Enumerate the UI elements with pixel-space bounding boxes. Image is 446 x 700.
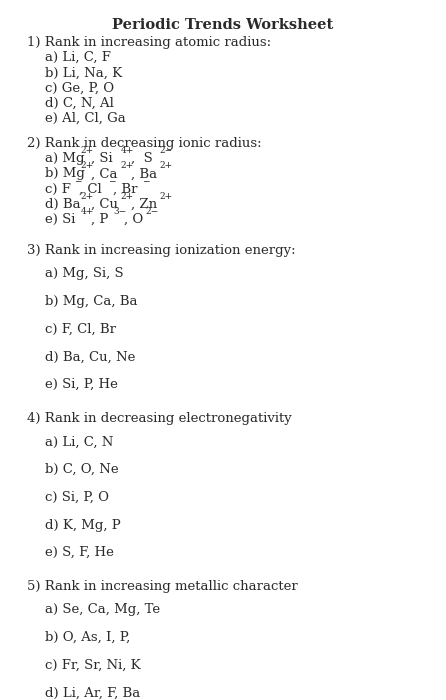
Text: 2+: 2+ bbox=[120, 162, 133, 170]
Text: , Ba: , Ba bbox=[131, 167, 157, 181]
Text: Periodic Trends Worksheet: Periodic Trends Worksheet bbox=[112, 18, 334, 32]
Text: a) Mg, Si, S: a) Mg, Si, S bbox=[45, 267, 123, 281]
Text: 5) Rank in increasing metallic character: 5) Rank in increasing metallic character bbox=[27, 580, 297, 593]
Text: , O: , O bbox=[124, 213, 143, 226]
Text: c) Si, P, O: c) Si, P, O bbox=[45, 491, 108, 504]
Text: 3−: 3− bbox=[113, 207, 126, 216]
Text: 2−: 2− bbox=[145, 207, 158, 216]
Text: d) Ba: d) Ba bbox=[45, 197, 80, 211]
Text: −: − bbox=[108, 176, 116, 186]
Text: 4) Rank in decreasing electronegativity: 4) Rank in decreasing electronegativity bbox=[27, 412, 292, 425]
Text: b) Mg, Ca, Ba: b) Mg, Ca, Ba bbox=[45, 295, 137, 308]
Text: 2+: 2+ bbox=[81, 192, 94, 201]
Text: , Ca: , Ca bbox=[91, 167, 118, 181]
Text: 2+: 2+ bbox=[120, 192, 133, 201]
Text: , Cu: , Cu bbox=[91, 197, 118, 211]
Text: e) Si: e) Si bbox=[45, 213, 75, 226]
Text: ,  S: , S bbox=[131, 152, 153, 165]
Text: a) Se, Ca, Mg, Te: a) Se, Ca, Mg, Te bbox=[45, 603, 160, 617]
Text: b) C, O, Ne: b) C, O, Ne bbox=[45, 463, 118, 476]
Text: 2+: 2+ bbox=[160, 192, 173, 201]
Text: , Br: , Br bbox=[113, 183, 137, 195]
Text: e) Si, P, He: e) Si, P, He bbox=[45, 378, 117, 391]
Text: c) F, Cl, Br: c) F, Cl, Br bbox=[45, 323, 116, 336]
Text: d) Li, Ar, F, Ba: d) Li, Ar, F, Ba bbox=[45, 687, 140, 699]
Text: , Cl: , Cl bbox=[79, 183, 102, 195]
Text: b) Li, Na, K: b) Li, Na, K bbox=[45, 66, 122, 79]
Text: e) Al, Cl, Ga: e) Al, Cl, Ga bbox=[45, 112, 125, 125]
Text: a) Mg: a) Mg bbox=[45, 152, 84, 165]
Text: b) O, As, I, P,: b) O, As, I, P, bbox=[45, 631, 130, 644]
Text: 2) Rank in decreasing ionic radius:: 2) Rank in decreasing ionic radius: bbox=[27, 137, 261, 150]
Text: 2+: 2+ bbox=[81, 146, 94, 155]
Text: 2+: 2+ bbox=[160, 162, 173, 170]
Text: −: − bbox=[142, 176, 149, 186]
Text: 1) Rank in increasing atomic radius:: 1) Rank in increasing atomic radius: bbox=[27, 36, 271, 49]
Text: , Zn: , Zn bbox=[131, 197, 157, 211]
Text: 3) Rank in increasing ionization energy:: 3) Rank in increasing ionization energy: bbox=[27, 244, 295, 257]
Text: , Si: , Si bbox=[91, 152, 113, 165]
Text: c) Fr, Sr, Ni, K: c) Fr, Sr, Ni, K bbox=[45, 659, 140, 672]
Text: d) Ba, Cu, Ne: d) Ba, Cu, Ne bbox=[45, 351, 135, 363]
Text: 2−: 2− bbox=[160, 146, 173, 155]
Text: e) S, F, He: e) S, F, He bbox=[45, 546, 113, 559]
Text: −: − bbox=[74, 176, 81, 186]
Text: d) C, N, Al: d) C, N, Al bbox=[45, 97, 113, 110]
Text: b) Mg: b) Mg bbox=[45, 167, 84, 181]
Text: c) F: c) F bbox=[45, 183, 70, 195]
Text: d) K, Mg, P: d) K, Mg, P bbox=[45, 519, 120, 531]
Text: 2+: 2+ bbox=[81, 162, 94, 170]
Text: a) Li, C, N: a) Li, C, N bbox=[45, 435, 113, 449]
Text: a) Li, C, F: a) Li, C, F bbox=[45, 51, 111, 64]
Text: 4+: 4+ bbox=[120, 146, 134, 155]
Text: c) Ge, P, O: c) Ge, P, O bbox=[45, 81, 114, 94]
Text: , P: , P bbox=[91, 213, 109, 226]
Text: 4+: 4+ bbox=[81, 207, 94, 216]
